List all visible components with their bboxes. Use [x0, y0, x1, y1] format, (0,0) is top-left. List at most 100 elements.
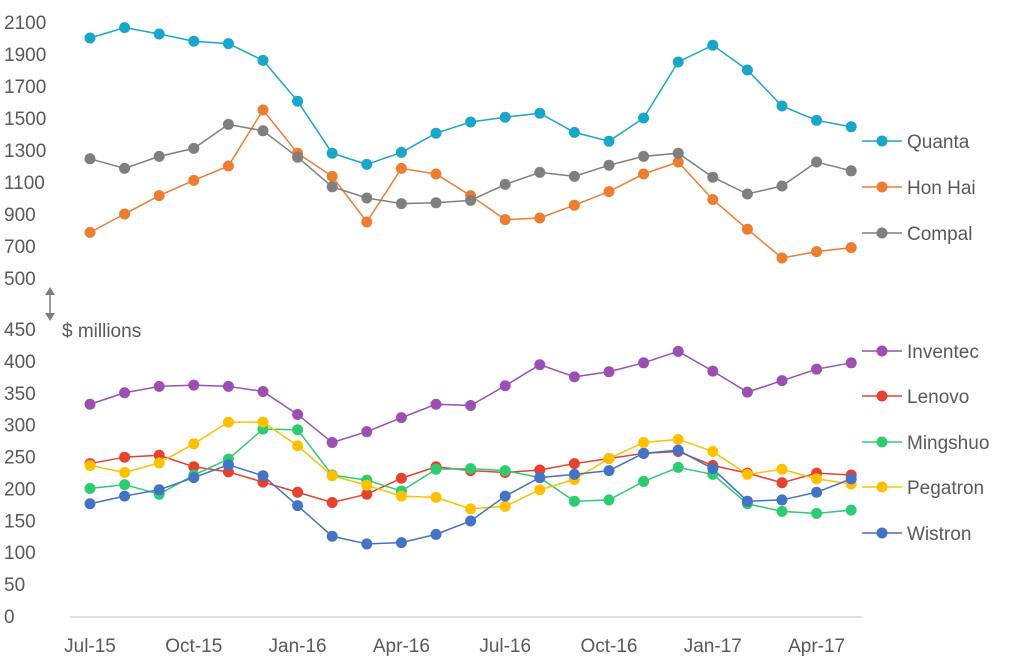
y-tick-label: 400 — [4, 352, 36, 373]
data-point-pegatron — [257, 416, 269, 428]
data-point-mingshuo — [119, 479, 131, 491]
series-line-quanta — [89, 26, 852, 166]
data-point-quanta — [257, 54, 269, 66]
legend-marker-lenovo — [876, 390, 888, 402]
data-point-mingshuo — [603, 494, 615, 506]
data-point-inventec — [638, 357, 650, 369]
data-point-pegatron — [188, 438, 200, 450]
data-point-compal — [153, 150, 165, 162]
y-tick-label: 50 — [4, 575, 25, 596]
data-point-hon-hai — [222, 160, 234, 172]
data-point-wistron — [776, 494, 788, 506]
y-tick-label: 250 — [4, 448, 36, 469]
data-point-wistron — [188, 472, 200, 484]
data-point-lenovo — [188, 461, 200, 473]
legend-item-wistron: Wistron — [862, 524, 971, 545]
data-point-inventec — [292, 408, 304, 420]
y-tick-label: 500 — [4, 269, 36, 290]
legend-label-hon-hai: Hon Hai — [907, 178, 976, 199]
data-point-inventec — [568, 371, 580, 383]
data-point-compal — [395, 198, 407, 210]
data-point-quanta — [499, 111, 511, 123]
data-point-pegatron — [741, 468, 753, 480]
data-point-pegatron — [672, 433, 684, 445]
data-point-inventec — [465, 400, 477, 412]
data-point-wistron — [638, 447, 650, 459]
data-point-wistron — [84, 498, 96, 510]
data-point-compal — [776, 180, 788, 192]
data-point-inventec — [741, 386, 753, 398]
data-point-mingshuo — [845, 504, 857, 516]
data-point-inventec — [811, 363, 823, 375]
data-point-compal — [707, 171, 719, 183]
data-point-pegatron — [153, 457, 165, 469]
x-tick-label: Jan-16 — [269, 636, 327, 657]
legend-item-inventec: Inventec — [862, 342, 979, 363]
y-tick-label: 450 — [4, 320, 36, 341]
data-point-compal — [292, 151, 304, 163]
data-point-wistron — [222, 459, 234, 471]
data-point-hon-hai — [257, 104, 269, 116]
data-point-wistron — [326, 530, 338, 542]
data-point-mingshuo — [638, 475, 650, 487]
data-point-hon-hai — [603, 186, 615, 198]
data-point-hon-hai — [430, 168, 442, 180]
data-point-quanta — [672, 56, 684, 68]
data-point-hon-hai — [153, 190, 165, 202]
data-point-wistron — [430, 528, 442, 540]
data-point-quanta — [707, 39, 719, 51]
data-point-mingshuo — [568, 495, 580, 507]
data-point-mingshuo — [672, 461, 684, 473]
data-point-compal — [188, 142, 200, 154]
data-point-hon-hai — [568, 199, 580, 211]
data-point-inventec — [84, 398, 96, 410]
data-point-inventec — [326, 437, 338, 449]
data-point-quanta — [430, 127, 442, 139]
legend-label-compal: Compal — [907, 224, 972, 245]
data-point-compal — [430, 197, 442, 209]
data-point-inventec — [707, 365, 719, 377]
data-point-hon-hai — [672, 156, 684, 168]
x-tick-label: Oct-15 — [165, 636, 222, 657]
data-point-inventec — [222, 380, 234, 392]
x-axis: Jul-15 Oct-15 Jan-16 Apr-16 Jul-16 Oct-16 Jan-… — [64, 636, 845, 657]
data-point-pegatron — [465, 503, 477, 515]
data-point-lenovo — [292, 486, 304, 498]
data-point-wistron — [845, 473, 857, 485]
y-tick-label: 1500 — [4, 109, 46, 130]
data-point-hon-hai — [776, 252, 788, 264]
legend-label-lenovo: Lenovo — [907, 387, 969, 408]
data-point-quanta — [119, 22, 131, 34]
y-tick-label: 700 — [4, 237, 36, 258]
legend-marker-hon-hai — [876, 181, 888, 193]
data-point-compal — [811, 156, 823, 168]
data-point-lenovo — [119, 451, 131, 463]
data-point-pegatron — [430, 491, 442, 503]
data-point-inventec — [430, 398, 442, 410]
data-point-pegatron — [326, 470, 338, 482]
data-point-mingshuo — [430, 463, 442, 475]
data-point-lenovo — [361, 488, 373, 500]
data-point-quanta — [188, 35, 200, 47]
y-tick-label: 200 — [4, 479, 36, 500]
data-point-hon-hai — [84, 226, 96, 238]
data-point-pegatron — [811, 473, 823, 485]
data-point-wistron — [568, 468, 580, 480]
y-tick-label: 1900 — [4, 45, 46, 66]
data-point-quanta — [776, 100, 788, 112]
data-point-wistron — [499, 490, 511, 502]
data-point-quanta — [465, 116, 477, 128]
series-line-hon-hai — [89, 108, 852, 259]
top-y-axis: 500 700 900 1100 1300 1500 1700 1900 2100 — [4, 13, 46, 290]
data-point-compal — [257, 125, 269, 137]
data-point-inventec — [153, 380, 165, 392]
data-point-inventec — [257, 386, 269, 398]
series-line-inventec — [89, 350, 852, 444]
y-tick-label: 1700 — [4, 77, 46, 98]
data-point-wistron — [257, 470, 269, 482]
data-point-compal — [568, 170, 580, 182]
y-tick-label: 1300 — [4, 141, 46, 162]
data-point-hon-hai — [119, 208, 131, 220]
data-point-lenovo — [326, 496, 338, 508]
